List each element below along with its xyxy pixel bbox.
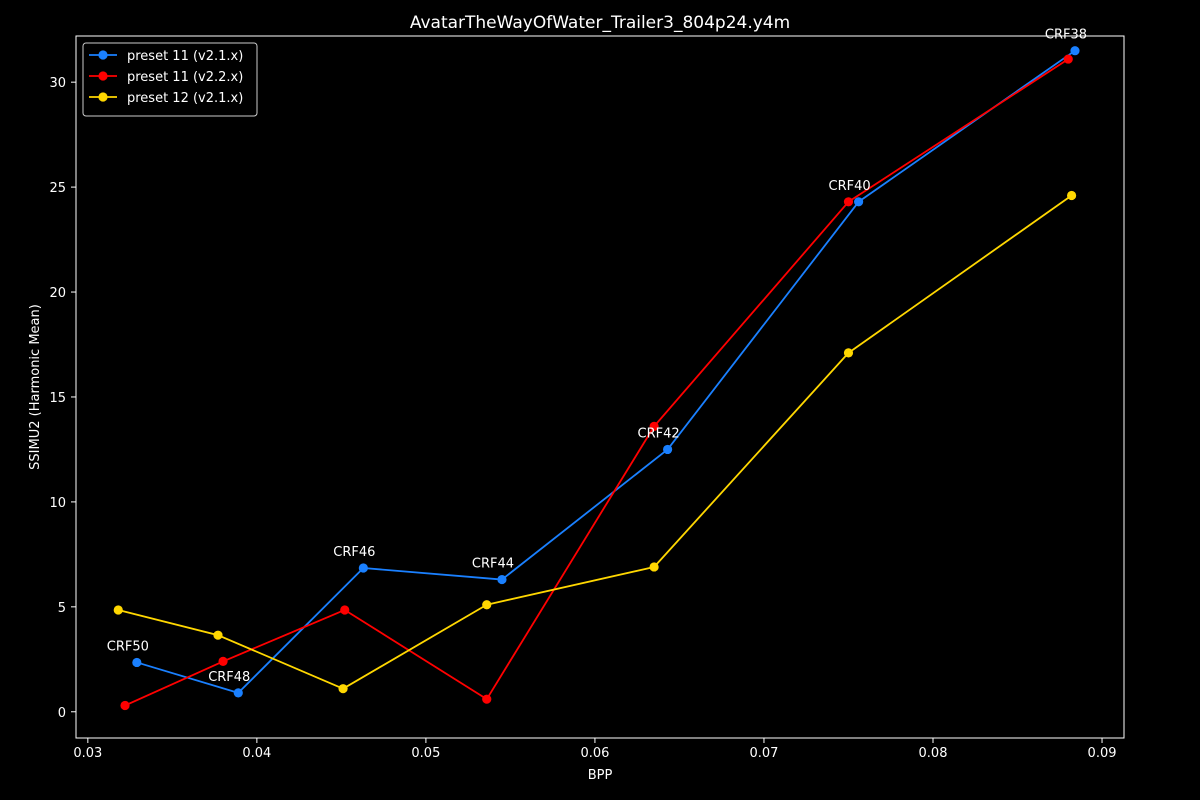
legend: preset 11 (v2.1.x) preset 11 (v2.2.x) pres… [82,42,258,117]
data-point [843,348,854,358]
data-point [120,700,130,711]
y-tick-label: 25 [49,181,66,196]
series-1 [132,46,1080,698]
data-point [497,574,507,585]
series-line [124,58,1069,707]
series-layer [113,46,1080,711]
crf-annotation: CRF46 [333,545,375,560]
crf-annotation: CRF40 [829,179,871,194]
data-point [113,605,123,615]
x-tick-label: 0.08 [919,746,948,761]
legend-item: preset 11 (v2.1.x) [89,49,243,64]
y-tick-label: 15 [49,391,66,406]
series-line [118,194,1073,690]
crf-annotation: CRF48 [208,670,250,685]
x-tick-label: 0.04 [242,746,271,761]
crf-annotation: CRF44 [472,557,514,572]
x-tick-label: 0.07 [749,746,778,761]
crf-annotation: CRF42 [638,426,680,441]
annotation-layer: CRF50 CRF48 CRF46 CRF44 CRF42 CRF40 CRF38 [107,28,1087,685]
plot-frame [75,35,1125,739]
y-tick-label: 20 [49,286,66,301]
data-point [358,563,368,573]
x-axis-label: BPP [588,768,613,783]
y-tick-label: 5 [58,601,66,616]
legend-marker [98,92,108,102]
legend-item: preset 12 (v2.1.x) [89,91,243,106]
data-point [854,197,864,207]
data-point [482,600,492,610]
data-point [233,688,243,698]
data-point [1063,54,1073,64]
data-point [1067,190,1077,201]
y-tick-label: 0 [58,706,66,721]
x-tick-label: 0.03 [73,746,102,761]
legend-marker [98,71,108,81]
legend-marker [98,50,108,60]
x-tick-label: 0.05 [411,746,440,761]
crf-annotation: CRF38 [1045,28,1087,43]
x-axis: 0.03 0.04 0.05 0.06 0.07 0.08 0.09 [73,738,1117,761]
data-point [663,444,673,455]
legend-box [82,42,258,117]
chart-title: AvatarTheWayOfWater_Trailer3_804p24.y4m [410,13,790,33]
x-tick-label: 0.09 [1088,746,1117,761]
data-point [482,694,492,704]
data-point [132,657,142,668]
legend-label: preset 11 (v2.2.x) [127,70,243,85]
data-point [843,197,854,207]
y-axis-label: SSIMU2 (Harmonic Mean) [28,304,43,470]
data-point [338,684,348,694]
legend-label: preset 11 (v2.1.x) [127,49,243,64]
y-axis: 0 5 10 15 20 25 30 [49,76,76,721]
data-point [218,656,228,666]
crf-annotation: CRF50 [107,639,149,654]
series-2 [120,54,1073,711]
data-point [649,562,659,572]
data-point [213,630,223,640]
legend-item: preset 11 (v2.2.x) [89,70,243,85]
data-point [1070,46,1080,56]
data-point [649,421,659,431]
series-3 [113,190,1077,694]
y-tick-label: 30 [49,76,66,91]
data-point [340,605,350,615]
y-tick-label: 10 [49,496,66,511]
x-tick-label: 0.06 [580,746,609,761]
legend-label: preset 12 (v2.1.x) [127,91,243,106]
